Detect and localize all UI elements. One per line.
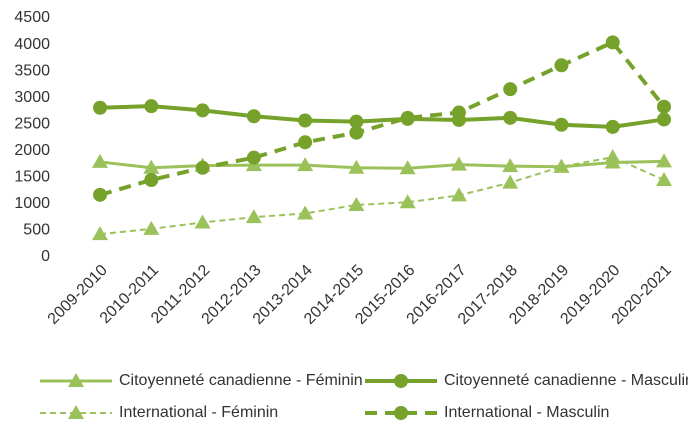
data-point (144, 99, 159, 114)
y-tick-label: 1000 (14, 195, 50, 212)
y-tick-label: 500 (23, 222, 50, 239)
data-point (400, 110, 415, 125)
data-point (656, 171, 673, 186)
data-point (349, 114, 364, 129)
data-point (92, 153, 109, 168)
data-point (503, 82, 518, 97)
y-tick-label: 4000 (14, 36, 50, 53)
y-tick-label: 4500 (14, 9, 50, 26)
data-point (143, 220, 160, 235)
series-line (99, 39, 666, 197)
data-point (93, 100, 108, 115)
data-point (143, 159, 160, 174)
data-point (451, 105, 466, 120)
data-point (298, 135, 313, 150)
data-point (349, 125, 364, 140)
data-point (246, 109, 261, 124)
data-point (503, 110, 518, 125)
series-line (99, 104, 665, 129)
data-point (348, 196, 365, 211)
data-point (93, 187, 108, 202)
data-point (605, 119, 620, 134)
data-point (604, 149, 621, 164)
data-point (399, 160, 416, 175)
legend-marker (68, 405, 84, 419)
data-point (245, 209, 262, 224)
legend-marker (68, 373, 84, 387)
data-point (450, 187, 467, 202)
data-point (502, 158, 519, 173)
y-tick-label: 2500 (14, 115, 50, 132)
legend-label: International - Féminin (119, 404, 278, 421)
legend-label: International - Masculin (444, 404, 609, 421)
data-point (246, 150, 261, 165)
y-tick-label: 1500 (14, 169, 50, 186)
data-point (554, 58, 569, 73)
y-tick-label: 0 (41, 248, 50, 265)
data-point (144, 172, 159, 187)
y-tick-label: 2000 (14, 142, 50, 159)
series-line (99, 159, 665, 170)
data-point (605, 35, 620, 50)
data-point (297, 205, 314, 220)
legend-label: Citoyenneté canadienne - Féminin (119, 372, 363, 389)
data-point (656, 153, 673, 168)
legend-marker (394, 374, 408, 388)
data-point (657, 112, 672, 127)
y-tick-label: 3000 (14, 89, 50, 106)
data-point (194, 214, 211, 229)
data-point (554, 117, 569, 132)
data-point (399, 194, 416, 209)
series-line (99, 156, 665, 236)
y-tick-label: 3500 (14, 62, 50, 79)
data-point (553, 158, 570, 173)
data-point (297, 157, 314, 172)
data-point (195, 103, 210, 118)
legend-marker (394, 406, 408, 420)
data-point (92, 226, 109, 241)
data-point (657, 99, 672, 114)
data-point (298, 113, 313, 128)
data-point (450, 156, 467, 171)
data-point (502, 174, 519, 189)
legend-label: Citoyenneté canadienne - Masculin (444, 372, 688, 389)
data-point (195, 160, 210, 175)
data-point (348, 159, 365, 174)
